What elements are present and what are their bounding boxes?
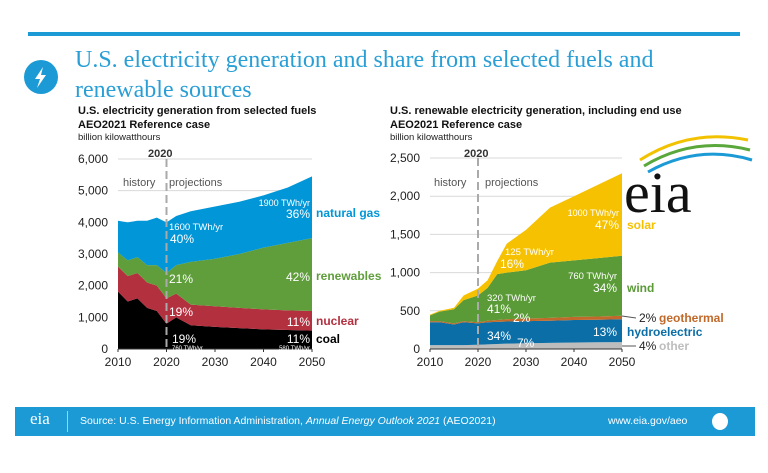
- circle-icon: [712, 413, 728, 430]
- legend-hydroelectric: hydroelectric: [627, 325, 703, 339]
- y-tick-label: 2,500: [390, 151, 420, 165]
- footer-url[interactable]: www.eia.gov/aeo: [608, 415, 688, 427]
- hydro-2050-pct: 13%: [593, 325, 617, 339]
- solar-2050-label: 1000 TWh/yr: [568, 208, 619, 218]
- coal-2050-pct: 11%: [287, 332, 310, 346]
- hydro-2020-pct: 34%: [487, 329, 511, 343]
- page-title: U.S. electricity generation and share fr…: [75, 45, 675, 105]
- right-chart-unit: billion kilowatthours: [390, 132, 473, 143]
- area-nuclear: [118, 266, 312, 331]
- right-chart-subtitle: AEO2021 Reference case: [390, 119, 523, 131]
- legend-nuclear: nuclear: [316, 314, 359, 328]
- title-line-1: U.S. electricity generation and share fr…: [75, 47, 654, 73]
- x-tick-label: 2010: [105, 355, 132, 369]
- other-2020-pct: 7%: [517, 336, 535, 350]
- lightning-bolt-icon: [24, 60, 58, 94]
- x-tick-label: 2050: [299, 355, 326, 369]
- solar-2020-label: 125 TWh/yr: [505, 247, 554, 258]
- nuclear-2050-pct: 11%: [287, 315, 310, 329]
- legend-wind: wind: [626, 281, 654, 295]
- y-tick-label: 2,000: [390, 189, 420, 203]
- y-tick-label: 6,000: [78, 152, 108, 166]
- x-tick-label: 2050: [609, 355, 636, 369]
- projections-label: projections: [169, 177, 223, 189]
- svg-text:eia: eia: [624, 160, 692, 225]
- y-tick-label: 1,500: [390, 227, 420, 241]
- footer-bar: eia Source: U.S. Energy Information Admi…: [15, 407, 755, 436]
- coal-2020-label: 760 TWh/yr: [172, 346, 203, 352]
- eia-logo: eia: [624, 135, 753, 225]
- x-tick-label: 2010: [417, 355, 444, 369]
- x-tick-label: 2020: [465, 355, 492, 369]
- gas-2020-pct: 40%: [170, 232, 194, 246]
- history-label-right: history: [434, 177, 467, 189]
- other-2050-pct: 4%: [639, 339, 657, 353]
- legend-natural-gas: natural gas: [316, 206, 380, 220]
- left-chart-title: U.S. electricity generation from selecte…: [78, 105, 317, 117]
- legend-renewables: renewables: [316, 269, 382, 283]
- y-tick-label: 1,000: [78, 310, 108, 324]
- top-accent-line: [28, 32, 740, 36]
- wind-2020-label: 320 TWh/yr: [487, 293, 536, 304]
- geothermal-2020-pct: 2%: [513, 311, 531, 325]
- coal-2020-pct: 19%: [172, 332, 196, 346]
- nuclear-2020-pct: 19%: [169, 305, 193, 319]
- renewables-2020-pct: 21%: [169, 272, 193, 286]
- solar-2050-pct: 47%: [595, 218, 619, 232]
- source-suffix: (AEO2021): [440, 415, 496, 427]
- projections-label-right: projections: [485, 177, 539, 189]
- geothermal-2050-pct: 2%: [639, 311, 657, 325]
- y-tick-label: 0: [413, 342, 420, 356]
- footer-eia-logo: eia: [30, 409, 50, 428]
- y-tick-label: 2,000: [78, 279, 108, 293]
- x-tick-label: 2040: [561, 355, 588, 369]
- y-tick-label: 0: [101, 342, 108, 356]
- x-tick-label: 2020: [153, 355, 180, 369]
- footer-divider: [67, 411, 68, 432]
- x-tick-label: 2030: [513, 355, 540, 369]
- wind-2020-pct: 41%: [487, 302, 511, 316]
- y-tick-label: 1,000: [390, 266, 420, 280]
- wind-2050-label: 760 TWh/yr: [568, 271, 617, 282]
- y-tick-label: 3,000: [78, 247, 108, 261]
- gas-2050-pct: 36%: [286, 207, 310, 221]
- area-solar: [430, 173, 622, 316]
- legend-geothermal: geothermal: [659, 311, 724, 325]
- history-label: history: [123, 177, 156, 189]
- coal-2050-label: 580 TWh/yr: [279, 346, 310, 352]
- solar-2020-pct: 16%: [500, 257, 524, 271]
- left-chart-unit: billion kilowatthours: [78, 132, 161, 143]
- source-prefix: Source: U.S. Energy Information Administ…: [80, 415, 306, 427]
- divider-year-label-right: 2020: [464, 148, 488, 160]
- renewables-2050-pct: 42%: [286, 270, 310, 284]
- legend-other: other: [659, 339, 689, 353]
- area-other: [430, 342, 622, 349]
- gas-2020-label: 1600 TWh/yr: [169, 222, 223, 233]
- area-geothermal: [430, 315, 622, 325]
- gas-2050-label: 1900 TWh/yr: [259, 198, 310, 208]
- title-line-2: renewable sources: [75, 77, 252, 103]
- source-publication: Annual Energy Outlook 2021: [305, 415, 441, 427]
- source-text: Source: U.S. Energy Information Administ…: [80, 415, 496, 427]
- y-tick-label: 500: [400, 304, 420, 318]
- wind-2050-pct: 34%: [593, 281, 617, 295]
- right-chart-title: U.S. renewable electricity generation, i…: [390, 105, 682, 117]
- x-tick-label: 2030: [202, 355, 229, 369]
- divider-year-label: 2020: [148, 148, 172, 160]
- legend-solar: solar: [627, 218, 656, 232]
- y-tick-label: 5,000: [78, 184, 108, 198]
- legend-coal: coal: [316, 332, 340, 346]
- left-chart-subtitle: AEO2021 Reference case: [78, 119, 211, 131]
- x-tick-label: 2040: [250, 355, 277, 369]
- y-tick-label: 4,000: [78, 215, 108, 229]
